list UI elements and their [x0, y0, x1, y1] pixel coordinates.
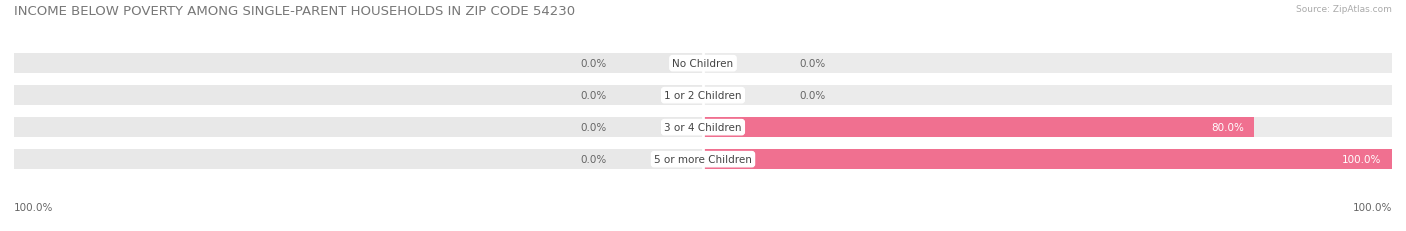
Bar: [703, 86, 1392, 106]
Text: 0.0%: 0.0%: [800, 59, 825, 69]
Bar: [703, 150, 1392, 169]
Text: Source: ZipAtlas.com: Source: ZipAtlas.com: [1296, 5, 1392, 14]
Bar: [703, 118, 1392, 137]
Bar: [703, 118, 1254, 137]
Text: 0.0%: 0.0%: [581, 155, 606, 164]
Text: 0.0%: 0.0%: [581, 91, 606, 101]
Text: No Children: No Children: [672, 59, 734, 69]
Text: 0.0%: 0.0%: [581, 123, 606, 133]
Text: 0.0%: 0.0%: [581, 59, 606, 69]
Bar: [703, 54, 1392, 74]
Text: 100.0%: 100.0%: [1343, 155, 1382, 164]
Text: 1 or 2 Children: 1 or 2 Children: [664, 91, 742, 101]
Text: 100.0%: 100.0%: [1353, 203, 1392, 213]
Bar: [14, 86, 703, 106]
Text: 80.0%: 80.0%: [1211, 123, 1244, 133]
Text: 0.0%: 0.0%: [800, 91, 825, 101]
Text: 100.0%: 100.0%: [14, 203, 53, 213]
Bar: [14, 118, 703, 137]
Bar: [14, 150, 703, 169]
Bar: [14, 54, 703, 74]
Text: INCOME BELOW POVERTY AMONG SINGLE-PARENT HOUSEHOLDS IN ZIP CODE 54230: INCOME BELOW POVERTY AMONG SINGLE-PARENT…: [14, 5, 575, 18]
Bar: [703, 150, 1392, 169]
Text: 5 or more Children: 5 or more Children: [654, 155, 752, 164]
Text: 3 or 4 Children: 3 or 4 Children: [664, 123, 742, 133]
